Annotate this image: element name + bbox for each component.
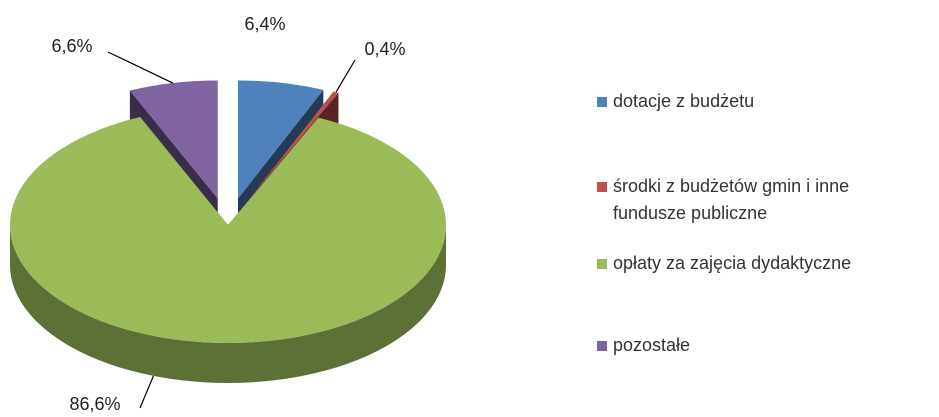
leader-line bbox=[107, 51, 174, 84]
slice bbox=[237, 80, 324, 199]
legend-item: dotacje z budżetu bbox=[597, 88, 923, 115]
slice bbox=[129, 80, 218, 199]
data-label: 6,6% bbox=[51, 36, 92, 56]
data-label: 6,4% bbox=[244, 14, 285, 34]
legend-swatch bbox=[597, 259, 607, 269]
legend-label: środki z budżetów gmin i inne fundusze p… bbox=[613, 176, 850, 223]
leader-line bbox=[335, 59, 356, 93]
slice bbox=[9, 117, 446, 343]
slice-side bbox=[10, 225, 446, 383]
legend-swatch bbox=[597, 97, 607, 107]
legend-item: opłaty za zajęcia dydaktyczne bbox=[597, 250, 923, 277]
leader-line bbox=[139, 375, 154, 409]
slice-tops bbox=[9, 80, 446, 343]
legend-label: dotacje z budżetu bbox=[613, 91, 755, 111]
legend-label: pozostałe bbox=[613, 335, 691, 355]
data-label: 86,6% bbox=[69, 394, 120, 414]
legend-swatch bbox=[597, 182, 607, 192]
legend: dotacje z budżetu środki z budżetów gmin … bbox=[597, 0, 927, 417]
slice bbox=[248, 91, 339, 201]
legend-item: pozostałe bbox=[597, 332, 923, 359]
legend-item: środki z budżetów gmin i inne fundusze p… bbox=[597, 173, 923, 227]
data-label: 0,4% bbox=[364, 39, 405, 59]
chart: 6,4% 0,4% 86,6% 6,6% bbox=[9, 14, 446, 414]
legend-label: opłaty za zajęcia dydaktyczne bbox=[613, 253, 852, 273]
legend-swatch bbox=[597, 341, 607, 351]
